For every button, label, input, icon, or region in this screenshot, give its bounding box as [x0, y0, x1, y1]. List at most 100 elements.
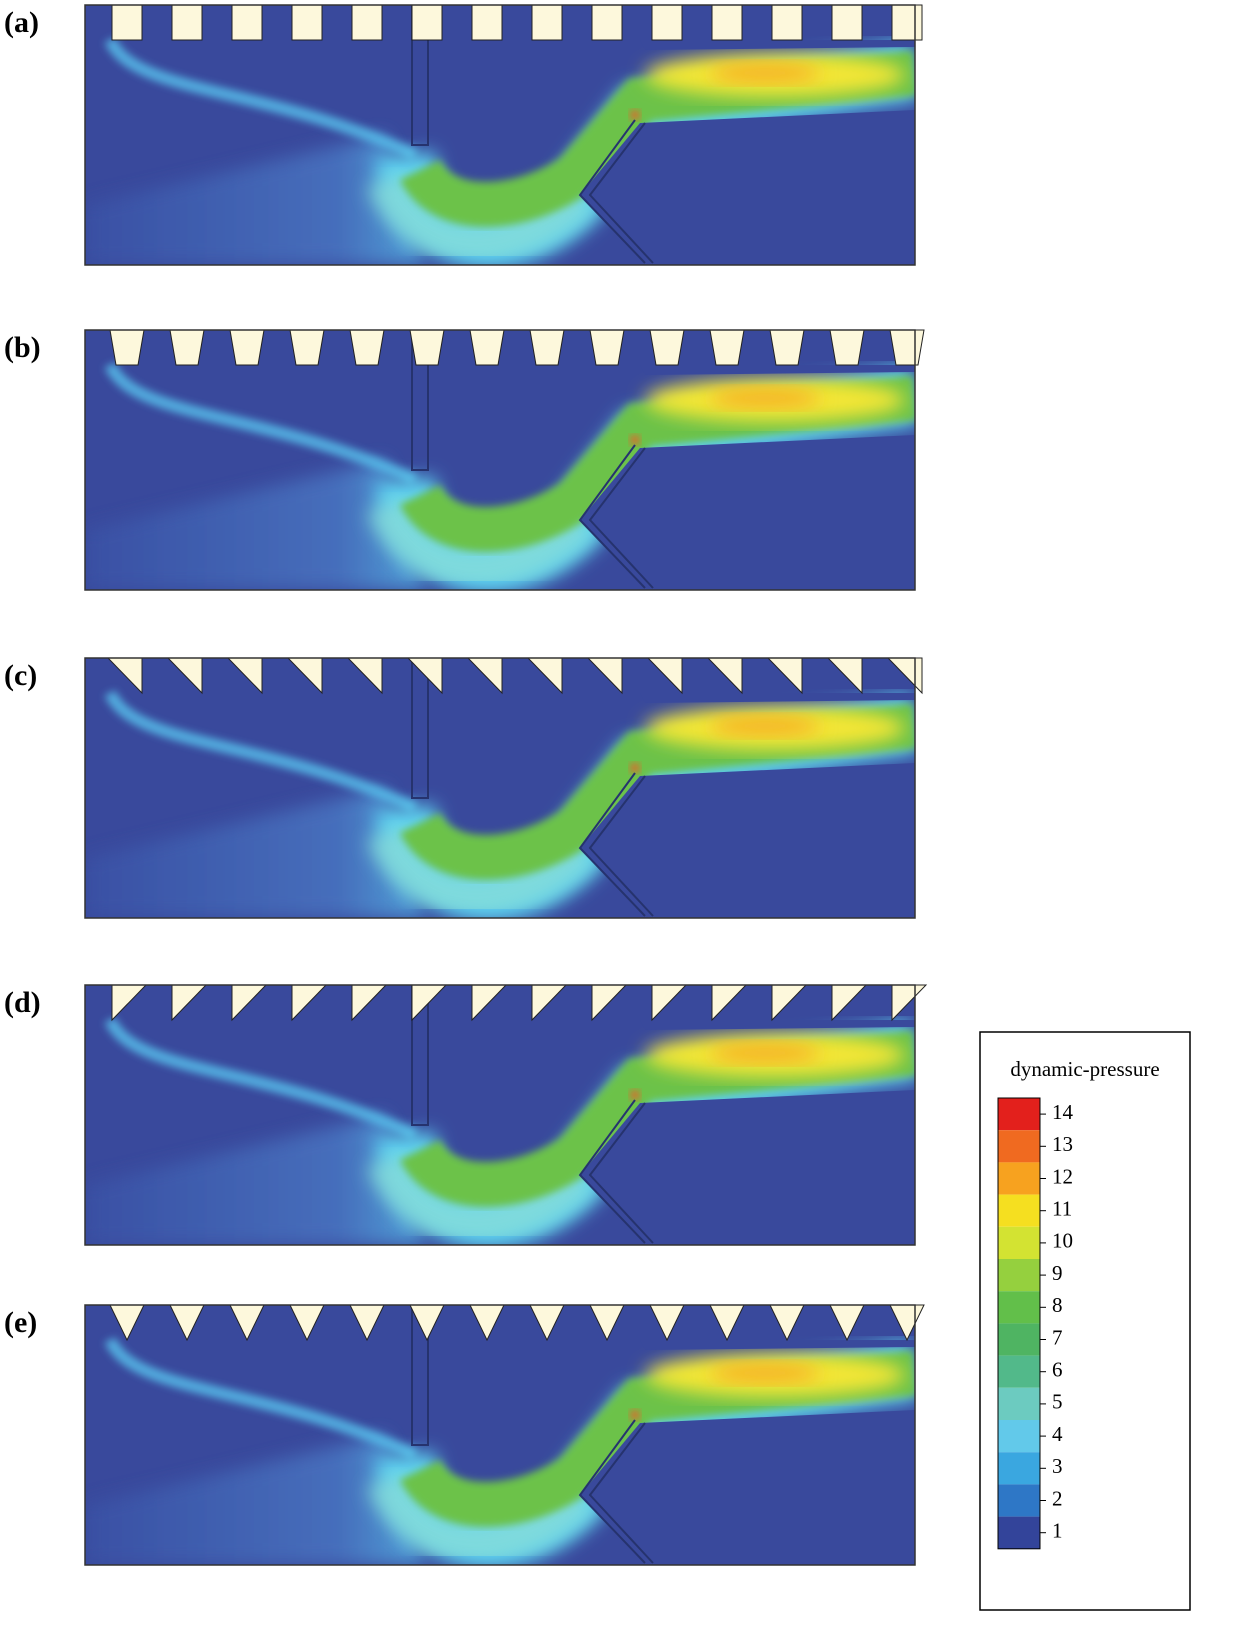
tooth	[171, 4, 203, 41]
legend-level: 7	[1052, 1325, 1063, 1349]
upper-block	[640, 40, 915, 50]
tooth	[889, 329, 925, 366]
corner-peak	[630, 1090, 640, 1100]
legend-swatch	[998, 1194, 1040, 1227]
jet-peak	[710, 63, 820, 83]
left-glow	[85, 460, 425, 590]
legend-title: dynamic-pressure	[1010, 1057, 1159, 1081]
panel	[84, 984, 928, 1246]
frame	[84, 329, 916, 591]
legend-level: 14	[1052, 1100, 1074, 1124]
lower-block	[580, 763, 915, 918]
jet-bottom	[366, 1471, 594, 1564]
legend-swatch	[998, 1355, 1040, 1388]
inlet-jet	[104, 362, 418, 486]
legend-swatch	[998, 1259, 1040, 1292]
baffle	[411, 985, 429, 1126]
flow-field	[85, 362, 915, 590]
baffle	[411, 330, 429, 471]
legend-swatch	[998, 1452, 1040, 1485]
upper-block	[640, 1340, 915, 1350]
inlet-jet	[104, 690, 418, 814]
slant-wall	[578, 772, 654, 917]
tooth	[591, 4, 623, 41]
left-glow	[85, 135, 425, 265]
tooth	[831, 4, 863, 41]
legend-swatch	[998, 1291, 1040, 1324]
legend-swatch	[998, 1098, 1040, 1131]
jet-bottom	[366, 1151, 594, 1244]
tooth	[709, 329, 745, 366]
slant-wall	[578, 1419, 654, 1564]
left-glow	[85, 1435, 425, 1565]
legend-level: 10	[1052, 1229, 1073, 1253]
panel-label: (c)	[4, 659, 37, 692]
jet-core	[399, 50, 915, 227]
tooth	[111, 4, 143, 41]
tooth	[411, 4, 443, 41]
jet-bottom	[366, 496, 594, 589]
baffle	[411, 658, 429, 799]
legend-level: 13	[1052, 1132, 1073, 1156]
legend-level: 4	[1052, 1422, 1063, 1446]
slant-wall	[578, 119, 654, 264]
tooth	[231, 4, 263, 41]
corner-peak	[630, 110, 640, 120]
legend-swatch	[998, 1323, 1040, 1356]
slant-wall	[578, 1099, 654, 1244]
tooth	[289, 329, 325, 366]
slant-wall	[578, 444, 654, 589]
baffle	[411, 1305, 429, 1446]
tooth	[531, 4, 563, 41]
tooth	[291, 4, 323, 41]
upper-block	[640, 1020, 915, 1030]
flow-field	[85, 1017, 915, 1245]
legend-level: 12	[1052, 1164, 1073, 1188]
tooth	[649, 329, 685, 366]
corner-peak	[630, 435, 640, 445]
legend-swatch	[998, 1420, 1040, 1453]
tooth	[891, 4, 923, 41]
tooth	[409, 329, 445, 366]
inlet-jet	[104, 1017, 418, 1141]
panel-label: (e)	[4, 1306, 37, 1339]
lower-block	[580, 110, 915, 265]
panel	[84, 657, 923, 919]
inlet-jet	[104, 37, 418, 161]
frame	[84, 657, 916, 919]
panel	[84, 329, 925, 591]
jet-peak	[710, 388, 820, 408]
legend-level: 11	[1052, 1197, 1072, 1221]
jet-peak	[710, 716, 820, 736]
tooth	[711, 4, 743, 41]
tooth	[469, 329, 505, 366]
tooth	[471, 4, 503, 41]
lower-block	[580, 435, 915, 590]
frame	[84, 4, 916, 266]
legend-swatch	[998, 1484, 1040, 1517]
tooth	[651, 4, 683, 41]
legend-swatch	[998, 1226, 1040, 1259]
inlet-jet	[104, 1337, 418, 1461]
frame	[84, 1304, 916, 1566]
tooth	[351, 4, 383, 41]
legend-level: 3	[1052, 1454, 1063, 1478]
upper-block	[640, 365, 915, 375]
flow-field	[85, 1337, 915, 1565]
legend-level: 9	[1052, 1261, 1063, 1285]
tooth	[829, 329, 865, 366]
legend-level: 6	[1052, 1358, 1063, 1382]
legend-swatch	[998, 1130, 1040, 1163]
colorbar-frame	[997, 1097, 1041, 1550]
legend-swatch	[998, 1387, 1040, 1420]
tooth	[349, 329, 385, 366]
frame	[84, 984, 916, 1246]
panel-label: (b)	[4, 331, 41, 364]
upper-block	[640, 693, 915, 703]
legend-level: 2	[1052, 1486, 1063, 1510]
left-glow	[85, 788, 425, 918]
flow-field	[85, 690, 915, 918]
legend-level: 1	[1052, 1519, 1063, 1543]
tooth	[769, 329, 805, 366]
